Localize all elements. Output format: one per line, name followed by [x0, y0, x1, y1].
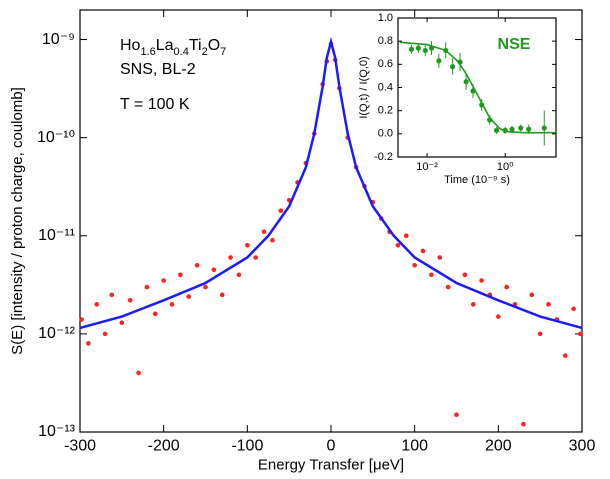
data-point: [420, 248, 426, 254]
data-point: [194, 263, 200, 268]
data-point: [144, 284, 150, 290]
data-point: [496, 314, 501, 319]
y-tick-label: 0.6: [378, 58, 393, 70]
subscript: 2: [202, 46, 208, 58]
x-tick-label: -300: [64, 438, 96, 455]
x-tick-label: -100: [231, 438, 263, 455]
data-point: [571, 306, 576, 312]
data-point: [493, 127, 500, 133]
data-point: [529, 292, 535, 298]
data-point: [79, 317, 84, 322]
data-point: [161, 278, 166, 283]
plot-1: 10⁻² 10⁰ -0.2 0.0 0.2 0.4 0.6 0.8 1.0 Time (10⁻⁹ …: [358, 12, 557, 186]
data-point: [219, 292, 225, 298]
data-point: [422, 47, 428, 54]
y-tick-label: 10⁻¹²: [38, 325, 76, 342]
data-point: [454, 412, 459, 418]
data-point: [578, 331, 583, 337]
x-tick-label: 10⁰: [497, 161, 514, 173]
data-point: [94, 302, 100, 307]
y-tick-label: 0.4: [378, 81, 393, 93]
data-point: [479, 278, 484, 283]
compound-label: Ho1.6La0.4Ti2O7: [120, 37, 226, 58]
subscript: 7: [220, 46, 226, 58]
data-point: [415, 45, 422, 51]
data-point: [518, 125, 524, 131]
y-axis-label: S(E) [intensity / proton charge, coulomb…: [9, 87, 26, 355]
data-point: [109, 292, 115, 298]
data-point: [404, 233, 409, 239]
fit-line: [399, 41, 556, 134]
y-tick-label: 10⁻¹¹: [38, 227, 75, 244]
facility-label: SNS, BL-2: [120, 61, 196, 78]
y-tick-label: -0.2: [374, 151, 393, 163]
data-point: [253, 255, 258, 260]
data-point: [169, 302, 175, 307]
data-point: [445, 284, 451, 290]
fit-line: [79, 36, 583, 330]
data-point: [429, 272, 434, 278]
y-axis-label: I(Q,t) / I(Q,0): [358, 56, 370, 118]
data-point: [462, 272, 468, 278]
nse-label: NSE: [498, 36, 531, 53]
data-point: [537, 331, 543, 337]
data-point: [178, 272, 183, 278]
plot-frame: [397, 17, 557, 158]
data-point: [102, 331, 108, 337]
x-tick-label: -200: [148, 438, 180, 455]
y-tick-label: 1.0: [378, 12, 393, 24]
x-axis-label: Time (10⁻⁹ s): [444, 174, 510, 186]
data-point: [412, 263, 417, 268]
data-point: [463, 79, 469, 85]
data-point: [236, 272, 242, 278]
data-point: [261, 229, 267, 235]
y-tick-label: 10⁻¹⁰: [37, 129, 75, 146]
element: Ho: [120, 37, 141, 54]
subscript: 1.6: [140, 46, 155, 58]
data-point: [408, 46, 415, 52]
data-point: [270, 237, 275, 243]
y-tick-label: 0.2: [378, 105, 393, 117]
data-point: [153, 311, 158, 317]
data-point: [526, 126, 532, 132]
x-tick-label: 300: [569, 438, 596, 455]
data-point: [437, 255, 443, 260]
temperature-label: T = 100 K: [120, 96, 190, 113]
y-tick-label: 0.8: [378, 35, 393, 47]
subscript: 0.4: [174, 46, 189, 58]
data-point: [509, 126, 515, 132]
element: O: [208, 37, 220, 54]
data-point: [562, 353, 568, 358]
x-tick-label: 200: [485, 438, 512, 455]
y-tick-label: 0.0: [378, 128, 393, 140]
data-point: [504, 284, 510, 290]
data-point: [541, 125, 547, 131]
data-point: [245, 242, 250, 248]
x-tick-label: 10⁻²: [416, 161, 438, 173]
data-point: [119, 320, 125, 326]
data-point: [449, 64, 456, 70]
data-point: [203, 284, 208, 290]
element: La: [156, 37, 174, 54]
data-point: [211, 267, 217, 273]
data-point: [86, 341, 91, 346]
data-point: [278, 208, 284, 214]
element: Ti: [189, 37, 202, 54]
data-point: [470, 302, 476, 307]
y-tick-label: 10⁻⁹: [42, 31, 75, 48]
x-tick-label: 100: [401, 438, 428, 455]
data-point: [395, 242, 401, 248]
data-point: [136, 370, 141, 376]
y-tick-label: 10⁻¹³: [38, 423, 76, 440]
data-point: [127, 297, 133, 303]
data-point: [521, 421, 526, 427]
x-tick-label: 0: [327, 438, 336, 455]
data-point: [546, 302, 551, 307]
data-point: [436, 58, 442, 64]
data-point: [186, 294, 192, 299]
x-axis-label: Energy Transfer [μeV]: [258, 457, 404, 474]
data-point: [228, 255, 233, 260]
